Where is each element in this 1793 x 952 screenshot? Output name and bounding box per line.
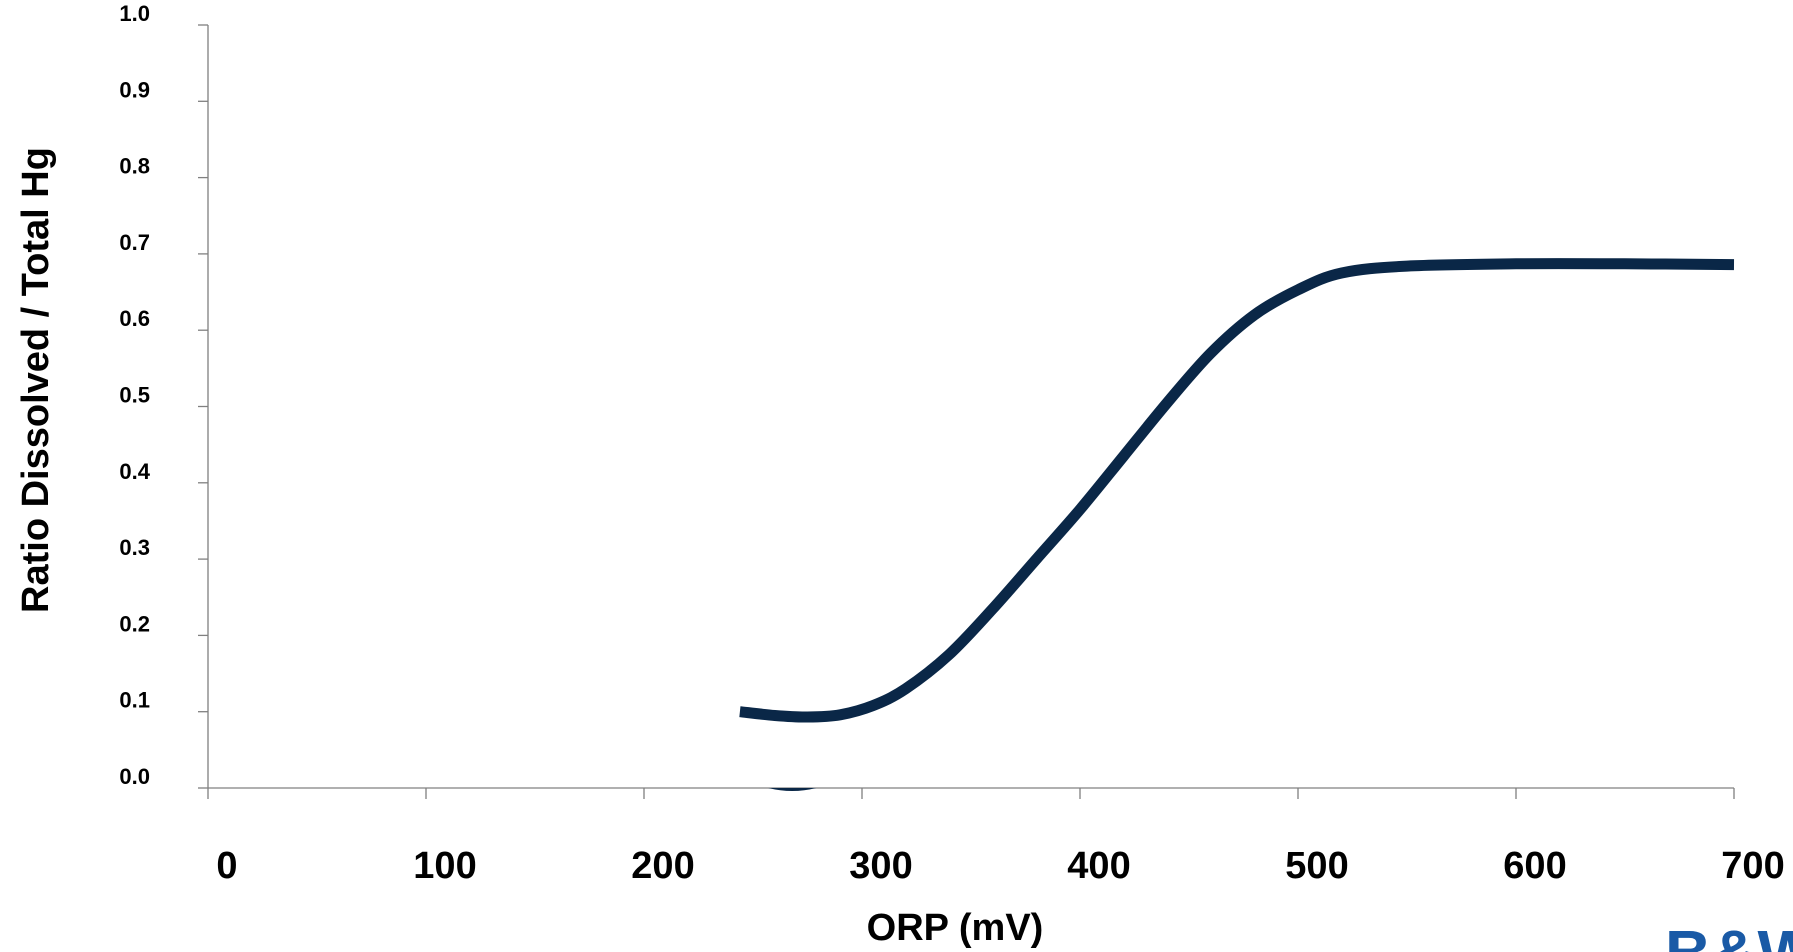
y-tick-label: 1.0 [119,1,150,26]
x-tick-label: 600 [1503,845,1566,887]
x-tick-label: 700 [1721,845,1784,887]
y-tick-label: 0.9 [119,77,150,102]
x-tick-label: 0 [216,845,237,887]
x-tick-label: 300 [849,845,912,887]
company-logo: B&W [1665,917,1793,952]
y-tick-label: 0.7 [119,230,150,255]
y-tick-label: 0.0 [119,764,150,789]
logo-text: B&W [1665,917,1793,952]
y-tick-label: 0.2 [119,611,150,636]
x-tick-label: 400 [1067,845,1130,887]
y-tick-labels: 0.0 0.1 0.2 0.3 0.4 0.5 0.6 0.7 0.8 0.9 1.0 [119,1,150,789]
series-layer [739,258,1735,791]
y-tick-label: 0.1 [119,688,150,713]
x-tick-label: 200 [631,845,694,887]
y-tick-label: 0.6 [119,306,150,331]
x-axis-title: ORP (mV) [867,907,1044,949]
axes [198,24,1735,799]
y-axis-title: Ratio Dissolved / Total Hg [15,147,57,613]
axis-mark [768,788,817,791]
y-tick-label: 0.8 [119,154,150,179]
y-tick-label: 0.5 [119,383,150,408]
y-tick-label: 0.3 [119,535,150,560]
y-tick-label: 0.4 [119,459,150,484]
x-tick-label: 100 [413,845,476,887]
x-tick-labels: 0 100 200 300 400 500 600 700 [216,845,1784,887]
series-line [739,258,1735,723]
x-tick-label: 500 [1285,845,1348,887]
